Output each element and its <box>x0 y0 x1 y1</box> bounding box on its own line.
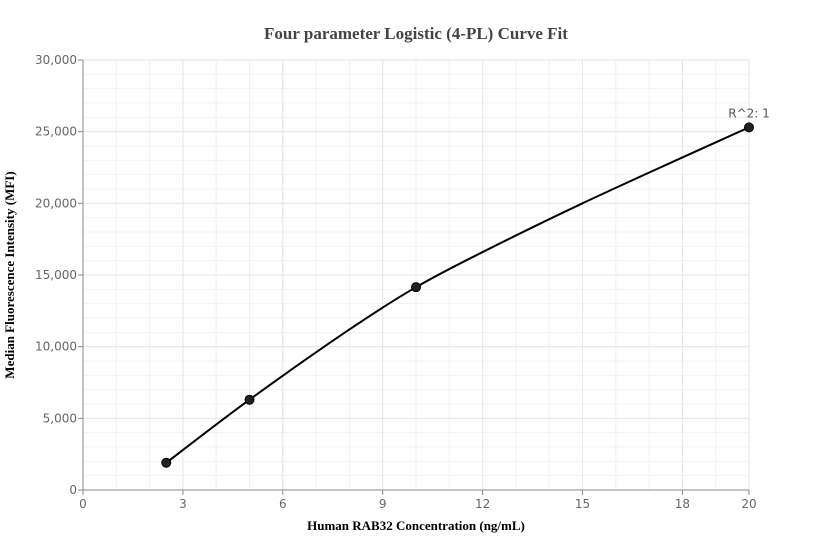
data-point-marker <box>161 457 172 468</box>
data-point-marker <box>411 282 421 293</box>
y-tick-label: 10,000 <box>35 340 77 354</box>
x-tick-label: 15 <box>575 497 590 511</box>
y-axis-label: Median Fluorescence Intensity (MFI) <box>2 171 17 378</box>
x-axis-ticks: 0 3 6 9 12 15 18 20 <box>79 490 757 511</box>
y-tick-label: 30,000 <box>35 53 77 67</box>
data-point-marker <box>244 394 255 405</box>
y-tick-label: 15,000 <box>35 268 77 282</box>
chart-title: Four parameter Logistic (4-PL) Curve Fit <box>264 24 568 43</box>
data-point-marker <box>744 122 754 133</box>
x-tick-label: 18 <box>675 497 690 511</box>
y-tick-label: 5,000 <box>43 411 77 425</box>
y-tick-label: 25,000 <box>35 125 77 139</box>
x-tick-label: 3 <box>179 497 187 511</box>
grid-lines <box>82 59 750 491</box>
x-tick-label: 6 <box>279 497 287 511</box>
x-axis-label: Human RAB32 Concentration (ng/mL) <box>307 518 525 533</box>
x-tick-label: 12 <box>475 497 490 511</box>
y-tick-label: 20,000 <box>35 196 77 210</box>
x-tick-label: 9 <box>379 497 387 511</box>
series-group <box>161 122 754 468</box>
fit-curve-line <box>165 126 750 464</box>
y-axis-ticks: 0 5,000 10,000 15,000 20,000 25,000 30,000 <box>35 53 83 497</box>
x-tick-label: 0 <box>79 497 87 511</box>
y-tick-label: 0 <box>69 483 77 497</box>
r-squared-annotation: R^2: 1 <box>728 106 770 120</box>
x-tick-label: 20 <box>741 497 756 511</box>
